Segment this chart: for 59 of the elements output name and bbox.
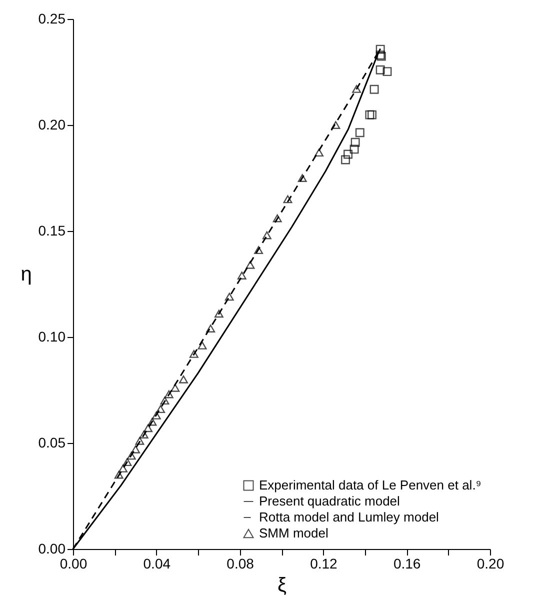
x-axis-title: ξ [278,574,287,596]
y-axis-title: η [20,264,32,286]
point [352,85,362,93]
point [198,342,207,350]
legend-label: Present quadratic model [259,494,400,508]
point [272,214,282,222]
x-tick-label: 0.04 [143,556,171,572]
point [350,144,359,154]
point [298,174,307,182]
point [314,148,324,157]
legend-label: Rotta model and Lumley model [259,510,440,524]
legend-label: Experimental data of Le Penven et al.⁹ [259,478,482,492]
point [365,110,374,120]
point [331,121,340,129]
point [135,436,144,445]
y-tick-label: 0.00 [38,540,66,556]
y-tick-label: 0.05 [38,434,66,450]
point [368,110,376,120]
point [148,418,157,426]
y-tick-label: 0.25 [38,10,66,26]
point [139,430,148,438]
point [355,128,364,138]
y-tick-label: 0.15 [38,222,66,238]
point [214,310,224,318]
point [131,445,140,454]
x-tick-label: 0.08 [226,556,254,572]
x-tick-label: 0.12 [310,556,338,572]
point [126,452,136,460]
x-tick-label: 0.20 [476,556,504,572]
point [189,350,198,358]
point [370,84,379,94]
point [118,464,128,472]
x-tick-label: 0.16 [393,556,421,572]
point [283,195,292,204]
point [224,292,234,301]
point [350,138,360,147]
y-tick-label: 0.20 [38,116,66,132]
point [144,424,153,432]
y-tick-label: 0.10 [38,328,66,344]
point [179,375,188,384]
point [376,44,385,54]
point [254,246,264,254]
point [382,67,392,76]
point [114,470,124,479]
point [237,272,246,280]
point [170,384,180,392]
point [344,150,352,159]
point [122,458,132,466]
x-tick-label: 0.00 [60,556,88,572]
point [246,260,255,269]
point [206,324,216,332]
point [152,411,161,420]
legend-label: SMM model [259,526,328,540]
point [164,390,174,398]
point [376,65,385,74]
point [341,155,350,164]
point [156,405,166,414]
point [262,231,272,240]
point [160,396,170,405]
